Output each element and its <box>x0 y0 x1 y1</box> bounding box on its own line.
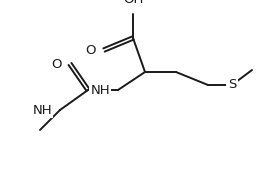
Text: O: O <box>52 57 62 70</box>
Text: S: S <box>228 79 236 91</box>
Text: NH: NH <box>32 103 52 116</box>
Text: NH: NH <box>90 84 110 96</box>
Text: OH: OH <box>123 0 143 6</box>
Text: O: O <box>85 43 96 56</box>
